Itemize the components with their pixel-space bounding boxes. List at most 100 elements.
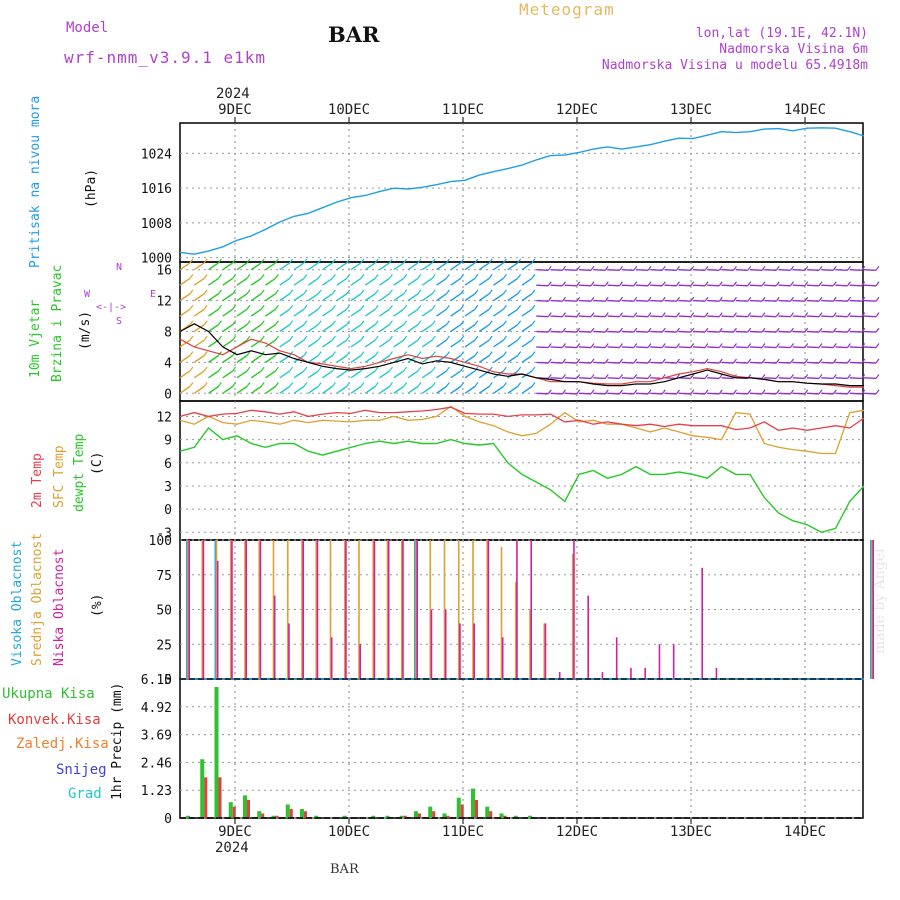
wind-barb: [222, 339, 234, 348]
wind-barb-flag: [346, 289, 351, 295]
wind-barb-flag: [417, 366, 422, 372]
wind-barb-flag: [517, 274, 522, 279]
wind-barb-flag: [576, 327, 581, 333]
wind-barb-flag: [761, 389, 766, 395]
wind-barb: [507, 324, 519, 333]
wind-barb-flag: [633, 312, 638, 318]
wind-barb: [236, 355, 248, 363]
wind-barb-flag: [676, 265, 680, 271]
wind-barb: [650, 377, 663, 380]
wind-barb: [507, 308, 519, 317]
wind-barb: [179, 385, 191, 394]
wind-barb-flag: [547, 312, 552, 318]
wind-barb: [707, 330, 720, 333]
wind-barb-flag: [502, 289, 507, 295]
wind-barb-flag: [775, 358, 780, 364]
lonlat-text: lon,lat (19.1E, 42.1N): [695, 26, 868, 41]
wind-compass-e: E: [150, 289, 157, 300]
wind-barb: [536, 284, 549, 287]
pressure-tick-label: 1024: [141, 147, 172, 162]
cloud-bar-mid: [215, 540, 218, 679]
cloud-bar-mid: [229, 540, 232, 679]
wind-barb: [208, 385, 219, 394]
wind-barb: [265, 339, 276, 348]
wind-barb: [635, 269, 649, 272]
wind-barb-flag: [388, 258, 393, 264]
wind-barb: [692, 346, 706, 349]
wind-barb: [849, 346, 862, 349]
cloud-bar-low: [387, 540, 390, 679]
wind-barb: [307, 324, 319, 333]
wind-barb: [322, 324, 333, 333]
cloud-bar-low: [459, 623, 461, 679]
wind-barb-flag: [331, 351, 336, 356]
wind-barb-flag: [232, 274, 237, 279]
wind-barb: [464, 339, 476, 348]
wind-compass-w: W: [84, 289, 91, 300]
wind-barb: [464, 385, 476, 394]
wind-barb-flag: [647, 265, 652, 271]
wind-barb-flag: [704, 312, 709, 318]
precip-bar-total: [399, 815, 404, 818]
wind-barb: [564, 269, 577, 272]
wind-barb-flag: [417, 289, 422, 295]
wind-barb: [764, 284, 777, 287]
wind-barb: [621, 346, 634, 349]
wind-barb: [564, 392, 577, 395]
wind-barb: [464, 308, 476, 317]
wind-barb: [578, 361, 592, 364]
precip-bar-convective: [418, 813, 421, 818]
wind-barb: [664, 330, 677, 333]
wind-barb: [236, 324, 248, 333]
wind-barb: [279, 339, 291, 348]
wind-barb: [521, 370, 533, 379]
wind-barb-flag: [517, 258, 522, 264]
cloud-bar-mid: [372, 540, 375, 679]
wind-barb-flag: [445, 335, 450, 341]
wind-barb: [493, 385, 504, 394]
wind-barb-flag: [388, 366, 393, 372]
wind-barb: [778, 315, 791, 318]
bottom-year-label: 2024: [215, 840, 249, 856]
wind-barb-flag: [303, 320, 308, 326]
wind-barb: [179, 355, 191, 363]
wind-barb: [764, 330, 777, 333]
wind-barb: [179, 308, 191, 317]
wind-barb-flag: [374, 289, 379, 295]
wind-barb: [821, 299, 834, 302]
wind-barb: [322, 308, 333, 317]
wind-barb: [179, 370, 191, 379]
wind-barb: [421, 324, 433, 333]
wind-barb-flag: [676, 281, 680, 287]
cloud-bar-low: [715, 667, 718, 679]
wind-barb-flag: [661, 312, 666, 318]
wind-barb: [635, 284, 649, 287]
wind-barb: [222, 293, 234, 302]
wind-barb-flag: [274, 382, 279, 387]
wind-barb-flag: [217, 304, 222, 310]
wind-barb-flag: [403, 304, 408, 310]
wind-barb-flag: [460, 351, 465, 356]
wind-barb-flag: [875, 358, 880, 364]
wind-barb: [507, 293, 519, 302]
wind-barb-flag: [217, 382, 222, 387]
wind-barb-flag: [474, 320, 479, 326]
footer-station: BAR: [330, 862, 359, 877]
wind-barb: [650, 392, 663, 395]
wind-barb-flag: [847, 265, 851, 271]
wind-barb-flag: [388, 351, 393, 356]
precip-bar-total: [456, 797, 461, 818]
wind-barb-flag: [804, 343, 809, 348]
cloud-bar-mid: [315, 540, 318, 679]
wind-barb-flag: [488, 335, 493, 341]
wind-barb: [379, 355, 390, 363]
wind-barb: [550, 299, 563, 302]
wind-barb: [721, 330, 734, 333]
wind-barb-flag: [604, 296, 609, 302]
wind-barb: [336, 324, 348, 333]
wind-compass-arrows: <-|->: [96, 302, 127, 313]
wind-barb: [379, 308, 390, 317]
wind-barb-flag: [246, 366, 251, 372]
wind-barb-flag: [676, 389, 680, 395]
wind-barb: [250, 370, 262, 379]
